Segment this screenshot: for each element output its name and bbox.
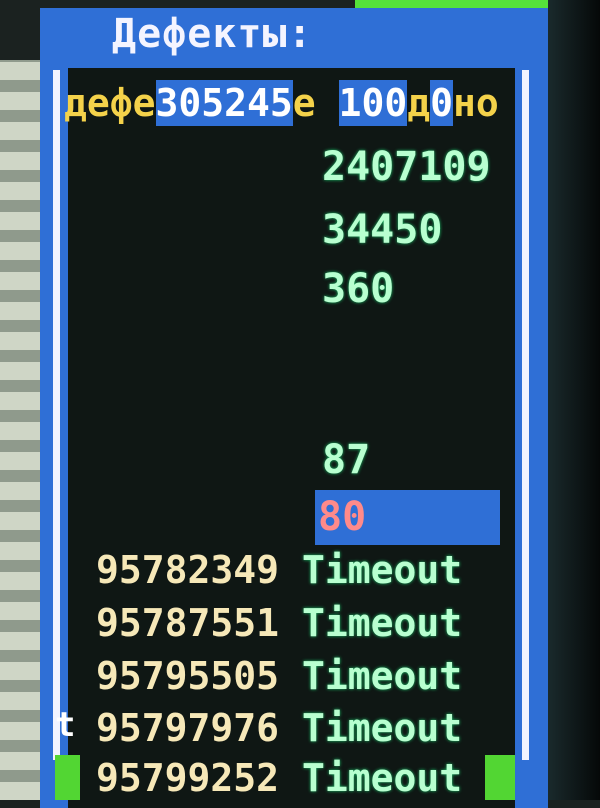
background-right — [548, 0, 600, 800]
header-segment: 0 — [430, 80, 453, 126]
defect-id: 95782349 — [96, 548, 280, 592]
defect-id: 95799252 — [96, 756, 280, 800]
defect-row[interactable]: 95782349 Timeout — [96, 548, 462, 592]
header-segment: дефе — [64, 81, 156, 125]
header-segment: 100 — [338, 80, 408, 126]
list-value[interactable]: 87 — [322, 437, 371, 483]
selected-row-highlight[interactable] — [315, 490, 500, 545]
defect-status: Timeout — [302, 756, 463, 800]
list-header: дефе 305245 е 100 д 0 но — [64, 80, 499, 126]
defect-row[interactable]: 95797976 Timeout — [96, 706, 462, 750]
defect-row[interactable]: 95795505 Timeout — [96, 654, 462, 698]
defects-list-area — [68, 68, 515, 808]
defect-status: Timeout — [302, 706, 463, 750]
list-value[interactable]: 34450 — [322, 207, 443, 253]
defect-status: Timeout — [302, 654, 463, 698]
edge-character: t — [55, 705, 76, 745]
header-segment: 305245 — [155, 80, 293, 126]
left-border — [53, 70, 60, 760]
defect-id: 95795505 — [96, 654, 280, 698]
defect-id: 95797976 — [96, 706, 280, 750]
right-border — [522, 70, 529, 760]
header-segment: д — [407, 81, 431, 125]
defect-status: Timeout — [302, 601, 463, 645]
list-value[interactable]: 2407109 — [322, 144, 491, 190]
defect-id: 95787551 — [96, 601, 280, 645]
selected-value[interactable]: 80 — [318, 494, 367, 540]
bottom-right-marker — [485, 755, 515, 800]
dialog-title: Дефекты: — [112, 11, 313, 57]
defect-row[interactable]: 95799252 Timeout — [96, 756, 462, 800]
defect-status: Timeout — [302, 548, 463, 592]
bottom-left-marker — [55, 755, 80, 800]
list-value[interactable]: 360 — [322, 266, 395, 312]
background-left — [0, 60, 42, 800]
header-segment: но — [452, 81, 499, 125]
header-segment: е — [292, 81, 339, 125]
defect-row[interactable]: 95787551 Timeout — [96, 601, 462, 645]
